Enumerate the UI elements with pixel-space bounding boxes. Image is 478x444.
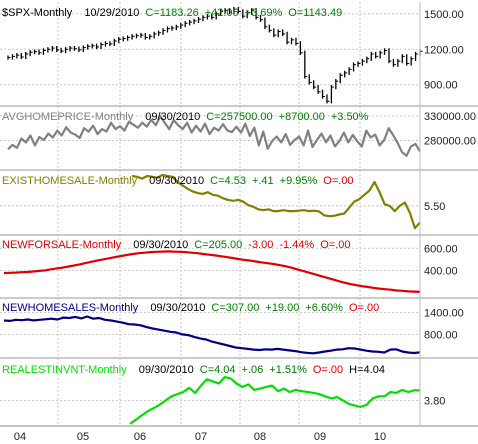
header-part: 09/30/2010 (150, 302, 205, 314)
series-line (131, 174, 421, 230)
y-tick-label: 600.00 (424, 243, 458, 255)
header-part: C=205.00 (194, 239, 242, 251)
panel-6: 3.80 REALESTINVNT-Monthly 09/30/2010 C=4.04… (0, 357, 478, 425)
header-part: +9.95% (280, 175, 318, 187)
y-tick-label: 1200.00 (424, 44, 464, 56)
header-part: C=257500.00 (206, 111, 272, 123)
panel-2: 330000.00 280000.00 AVGHOMEPRICE-Monthly 09… (0, 105, 478, 157)
header-part: 10/29/2010 (84, 7, 139, 19)
header-part: -3.00 (248, 239, 273, 251)
header-part: $SPX-Monthly (2, 7, 73, 19)
header-part: EXISTHOMESALE-Monthly (2, 175, 138, 187)
header-part: O=.00 (320, 239, 350, 251)
series-line (3, 315, 421, 355)
header-part: -1.44% (279, 239, 314, 251)
header-part: +3.69% (245, 7, 283, 19)
x-tick-label: 10 (374, 431, 386, 443)
header-part: NEWFORSALE-Monthly (2, 239, 122, 251)
panel-1: 1500.00 1200.00 900.00 $SPX-Monthly 10/29/20… (0, 6, 464, 104)
x-tick-label: 06 (134, 431, 146, 443)
y-tick-label: 400.00 (424, 265, 458, 277)
header-part: +6.60% (305, 302, 343, 314)
header-part: H=4.04 (349, 364, 385, 376)
x-tick-label: 09 (314, 431, 326, 443)
x-tick-label: 05 (77, 431, 89, 443)
header-part: 09/30/2010 (149, 175, 204, 187)
header-part: REALESTINVNT-Monthly (2, 364, 127, 376)
header-part: 09/30/2010 (133, 239, 188, 251)
header-part: +.41 (252, 175, 274, 187)
header-part: +42.06 (205, 7, 239, 19)
header-part: AVGHOMEPRICE-Monthly (2, 111, 134, 123)
header-part: C=4.53 (210, 175, 246, 187)
header-part: +8700.00 (279, 111, 325, 123)
y-tick-label: 1400.00 (424, 308, 464, 320)
panel-header: NEWHOMESALES-Monthly 09/30/2010 C=307.00 +1… (2, 302, 379, 314)
y-tick-label: 330000.00 (424, 111, 476, 123)
panel-header: EXISTHOMESALE-Monthly 09/30/2010 C=4.53 +.4… (2, 175, 354, 187)
panel-header: AVGHOMEPRICE-Monthly 09/30/2010 C=257500.0… (2, 111, 369, 123)
header-part: +3.50% (331, 111, 369, 123)
panel-3: 5.50 EXISTHOMESALE-Monthly 09/30/2010 C=4.5… (0, 169, 478, 230)
series-line (3, 250, 421, 293)
y-tick-label: 900.00 (424, 80, 458, 92)
panel-header: REALESTINVNT-Monthly 09/30/2010 C=4.04 +.06… (2, 364, 385, 376)
header-part: C=4.04 (200, 364, 236, 376)
x-tick-label: 08 (254, 431, 266, 443)
header-part: +19.00 (265, 302, 299, 314)
x-tick-label: 04 (14, 431, 26, 443)
y-tick-label: 3.80 (424, 396, 445, 408)
y-tick-label: 5.50 (424, 201, 445, 213)
header-part: NEWHOMESALES-Monthly (2, 302, 139, 314)
header-part: O=.00 (323, 175, 353, 187)
x-tick-label: 07 (195, 431, 207, 443)
header-part: +.06 (242, 364, 264, 376)
header-part: 09/30/2010 (145, 111, 200, 123)
panel-header: NEWFORSALE-Monthly 09/30/2010 C=205.00 -3.0… (2, 239, 351, 251)
y-tick-label: 1500.00 (424, 9, 464, 21)
header-part: C=307.00 (211, 302, 259, 314)
header-part: C=1183.26 (145, 7, 198, 19)
header-part: 09/30/2010 (139, 364, 194, 376)
panel-header: $SPX-Monthly 10/29/2010 C=1183.26 +42.06 +3.… (2, 7, 342, 19)
series-line (7, 115, 421, 157)
y-tick-label: 800.00 (424, 329, 458, 341)
header-part: +1.51% (269, 364, 307, 376)
panel-4: 600.00 400.00 NEWFORSALE-Monthly 09/30/2010… (0, 234, 478, 293)
series-line (129, 376, 420, 425)
header-part: O=1143.49 (288, 7, 342, 19)
header-part: O=.00 (349, 302, 379, 314)
header-part: O=.00 (313, 364, 343, 376)
y-tick-label: 280000.00 (424, 135, 476, 147)
panel-5: 1400.00 800.00 NEWHOMESALES-Monthly 09/30/2… (0, 297, 478, 355)
